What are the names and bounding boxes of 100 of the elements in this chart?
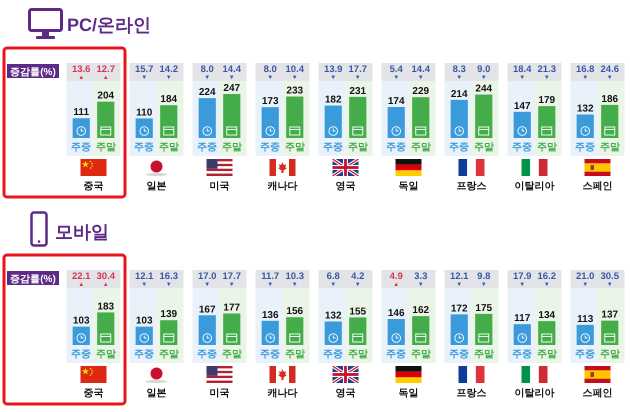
text: 주중: [260, 142, 280, 153]
bar: [97, 312, 114, 345]
series-label: 주중: [512, 142, 532, 153]
text: 주말: [410, 142, 431, 153]
data-label: 183: [97, 301, 115, 312]
bar: [388, 107, 405, 138]
bar: [72, 118, 90, 138]
bar: [475, 314, 492, 345]
bar: [349, 317, 366, 345]
x-tick-label: 프랑스: [456, 388, 486, 399]
text: 주중: [134, 349, 154, 360]
bar: [514, 112, 531, 138]
x-tick-label: 미국: [210, 181, 230, 192]
x-tick-label: 프랑스: [456, 181, 486, 192]
bar: [450, 314, 468, 345]
text: 주말: [284, 349, 305, 360]
series-label: 주말: [536, 349, 557, 360]
data-label: 113: [577, 314, 594, 325]
bar: [601, 104, 618, 138]
text: 주말: [96, 349, 116, 360]
data-label: 244: [475, 84, 493, 95]
series-label: 주말: [536, 142, 557, 153]
bar: [198, 98, 216, 138]
text: 주말: [96, 142, 116, 153]
data-label: 139: [160, 309, 178, 320]
text: 주중: [134, 142, 154, 153]
data-label: 229: [412, 86, 430, 98]
bar: [514, 324, 531, 345]
bar: [538, 321, 556, 345]
data-label: 174: [388, 96, 406, 108]
text: 주중: [449, 142, 470, 153]
bar: [412, 97, 430, 138]
data-label: 162: [412, 305, 430, 316]
data-label: 111: [73, 107, 90, 118]
bar: [576, 114, 594, 138]
text: 주말: [600, 349, 620, 360]
data-label: 156: [286, 306, 304, 318]
x-tick-label: 독일: [398, 388, 418, 399]
text: 주말: [600, 142, 620, 153]
text: 주말: [474, 349, 494, 360]
data-label: 132: [576, 103, 594, 114]
bar: [324, 321, 342, 345]
x-tick-label: 영국: [336, 388, 356, 399]
data-label: 147: [514, 100, 532, 112]
x-tick-label: 중국: [84, 181, 104, 192]
text: 주말: [158, 349, 179, 360]
bar: [223, 94, 240, 138]
data-label: 214: [450, 88, 468, 100]
text: 주말: [474, 142, 494, 153]
bar: [286, 96, 304, 138]
bar: [136, 326, 153, 345]
x-tick-label: 스페인: [582, 388, 612, 399]
text: 주말: [284, 142, 305, 153]
chart-title: PC/온라인: [67, 15, 152, 35]
bar: [388, 318, 405, 345]
x-tick-label: 일본: [146, 388, 166, 399]
bar: [223, 313, 240, 345]
text: 주중: [575, 349, 596, 360]
data-label: 137: [601, 310, 619, 321]
data-label: 103: [72, 316, 90, 327]
data-label: 247: [223, 83, 241, 94]
text: 증감률(%): [10, 274, 56, 285]
text: 주중: [197, 349, 218, 360]
data-label: 103: [136, 316, 154, 327]
text: 주중: [449, 349, 470, 360]
data-label: 204: [97, 90, 115, 102]
data-label: 231: [349, 86, 367, 97]
bar: [97, 102, 114, 138]
data-label: 134: [538, 310, 556, 322]
data-label: 182: [324, 94, 342, 106]
bar: [412, 316, 430, 345]
data-label: 172: [450, 303, 468, 314]
text: 주중: [575, 142, 596, 153]
text: 주중: [71, 142, 92, 153]
x-tick-label: 독일: [398, 181, 418, 192]
data-label: 117: [514, 313, 531, 324]
bar: [576, 324, 594, 345]
bar: [450, 100, 468, 138]
data-label: 184: [160, 94, 178, 106]
bar: [349, 96, 366, 138]
x-tick-label: 영국: [336, 181, 356, 192]
x-tick-label: 캐나다: [266, 181, 298, 192]
bar: [538, 106, 556, 138]
text: 주중: [71, 349, 92, 360]
text: 주말: [348, 142, 368, 153]
data-label: 110: [136, 107, 153, 118]
data-label: 136: [262, 310, 280, 321]
data-label: 224: [198, 87, 216, 98]
data-label: 146: [388, 308, 406, 319]
chart-title: 모바일: [55, 222, 109, 242]
data-label: 186: [601, 94, 619, 105]
text: 주중: [323, 142, 344, 153]
x-tick-label: 캐나다: [266, 388, 298, 399]
bar: [72, 326, 90, 345]
data-label: 175: [475, 302, 493, 314]
bar: [136, 118, 153, 138]
bar: [160, 105, 178, 138]
x-tick-label: 일본: [146, 181, 166, 192]
bar: [262, 320, 279, 345]
text: 주중: [386, 142, 406, 153]
